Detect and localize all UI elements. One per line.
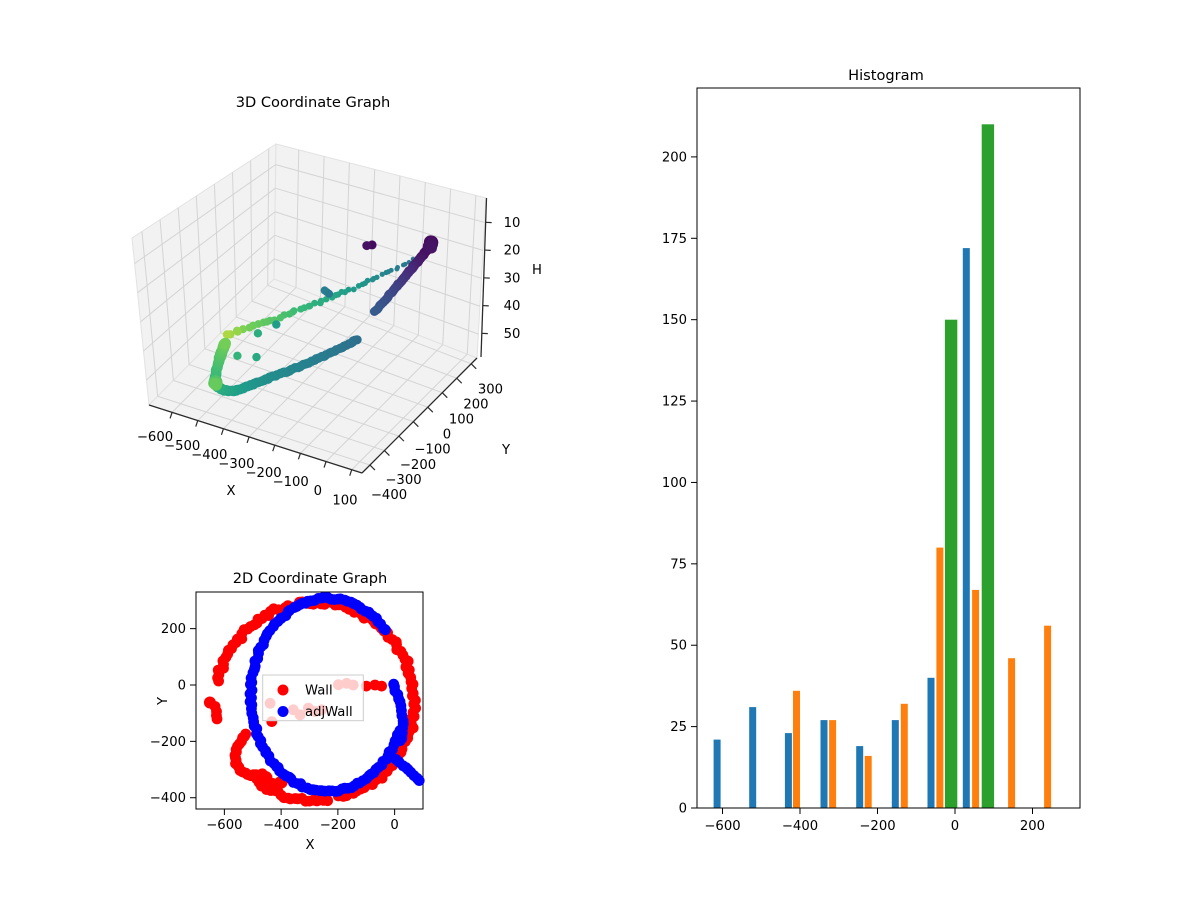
svg-text:175: 175 bbox=[662, 232, 687, 247]
svg-text:−200: −200 bbox=[400, 458, 436, 473]
svg-text:150: 150 bbox=[662, 313, 687, 328]
wall-scatter-2d bbox=[203, 592, 425, 807]
svg-text:50: 50 bbox=[670, 639, 687, 654]
plot3d-zaxis-label: H bbox=[532, 263, 542, 278]
svg-text:−500: −500 bbox=[164, 439, 200, 454]
svg-text:20: 20 bbox=[504, 244, 521, 259]
svg-text:0: 0 bbox=[951, 819, 959, 834]
svg-text:75: 75 bbox=[670, 557, 687, 572]
legend-label-wall: Wall bbox=[305, 684, 333, 699]
svg-text:−200: −200 bbox=[150, 735, 186, 750]
histogram-frame bbox=[696, 87, 1081, 809]
plot-2d-axes: −600 −400 −200 0 −400 −200 0 200 Wall adjWall 2… bbox=[150, 570, 425, 853]
plot3d-yaxis-label: Y bbox=[501, 443, 511, 458]
svg-text:200: 200 bbox=[662, 150, 687, 165]
svg-text:0: 0 bbox=[443, 428, 451, 443]
svg-text:30: 30 bbox=[504, 271, 521, 286]
axes3d-axis-lines bbox=[148, 197, 492, 476]
svg-text:125: 125 bbox=[662, 395, 687, 410]
svg-text:300: 300 bbox=[478, 382, 503, 397]
plot3d-title: 3D Coordinate Graph bbox=[236, 94, 391, 111]
svg-text:50: 50 bbox=[504, 327, 521, 342]
svg-text:10: 10 bbox=[504, 216, 521, 231]
svg-text:0: 0 bbox=[390, 818, 398, 833]
svg-text:200: 200 bbox=[161, 622, 186, 637]
svg-text:−200: −200 bbox=[859, 819, 895, 834]
axes2d-tick-labels: −600 −400 −200 0 −400 −200 0 200 bbox=[150, 622, 399, 833]
svg-text:−600: −600 bbox=[137, 430, 173, 445]
legend-marker-adjwall bbox=[277, 706, 289, 717]
svg-text:0: 0 bbox=[679, 802, 687, 817]
plot2d-title: 2D Coordinate Graph bbox=[233, 570, 388, 587]
histogram-title: Histogram bbox=[848, 67, 924, 84]
svg-text:100: 100 bbox=[332, 493, 357, 508]
svg-text:25: 25 bbox=[670, 720, 687, 735]
svg-text:−300: −300 bbox=[218, 457, 254, 472]
svg-text:−400: −400 bbox=[263, 818, 299, 833]
histogram-axes: −600 −400 −200 0 200 0 25 50 75 100 125 150 175 200 H… bbox=[662, 67, 1081, 834]
svg-text:−200: −200 bbox=[245, 466, 281, 481]
svg-text:−300: −300 bbox=[385, 473, 421, 488]
svg-text:100: 100 bbox=[449, 413, 474, 428]
svg-text:0: 0 bbox=[314, 484, 322, 499]
plot3d-xaxis-label: X bbox=[226, 484, 235, 499]
svg-text:−400: −400 bbox=[371, 488, 407, 503]
svg-text:200: 200 bbox=[463, 397, 488, 412]
legend: Wall adjWall bbox=[262, 674, 364, 722]
axes3d-gridlines bbox=[134, 148, 485, 471]
plot2d-yaxis-label: Y bbox=[156, 696, 171, 706]
svg-text:200: 200 bbox=[1020, 819, 1045, 834]
svg-text:100: 100 bbox=[662, 476, 687, 491]
plot2d-xaxis-label: X bbox=[305, 838, 314, 853]
axes3d-panes bbox=[131, 143, 487, 474]
svg-text:−100: −100 bbox=[414, 443, 450, 458]
svg-text:−400: −400 bbox=[782, 819, 818, 834]
histogram-tick-labels: −600 −400 −200 0 200 0 25 50 75 100 125 150 175 200 bbox=[662, 150, 1045, 834]
svg-text:40: 40 bbox=[504, 299, 521, 314]
histogram-bars bbox=[713, 124, 1052, 809]
legend-label-adjwall: adjWall bbox=[305, 705, 353, 720]
svg-text:−600: −600 bbox=[704, 819, 740, 834]
legend-marker-wall bbox=[277, 684, 289, 696]
trajectory-scatter-3d bbox=[208, 235, 439, 397]
svg-text:−100: −100 bbox=[273, 475, 309, 490]
svg-text:−200: −200 bbox=[320, 818, 356, 833]
svg-text:0: 0 bbox=[178, 679, 186, 694]
svg-text:−400: −400 bbox=[150, 791, 186, 806]
svg-text:−600: −600 bbox=[206, 818, 242, 833]
svg-text:−400: −400 bbox=[191, 448, 227, 463]
